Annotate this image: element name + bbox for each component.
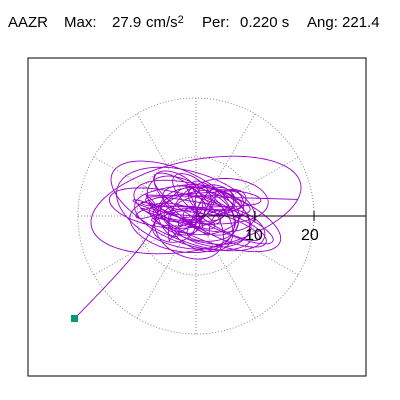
- max-unit-exponent: 2: [177, 14, 184, 26]
- max-unit: cm/s2: [146, 14, 184, 31]
- max-value: 27.9: [112, 14, 142, 31]
- station-code: AAZR: [8, 14, 49, 31]
- period-label: Per:: [202, 14, 230, 31]
- angle-readout: Ang: 221.4: [307, 14, 380, 31]
- header-bar: AAZR Max: 27.9 cm/s2 Per: 0.220 s Ang: 2…: [0, 14, 400, 38]
- trace-end-marker: [71, 315, 78, 322]
- ring-label-10: 10: [245, 227, 263, 244]
- max-unit-base: cm/s: [146, 14, 178, 31]
- trace-path: [74, 155, 302, 319]
- ring-label-20: 20: [301, 227, 319, 244]
- period-value: 0.220 s: [240, 14, 290, 31]
- max-label: Max:: [64, 14, 97, 31]
- plot-frame: [27, 57, 367, 377]
- motion-trace: [74, 155, 302, 319]
